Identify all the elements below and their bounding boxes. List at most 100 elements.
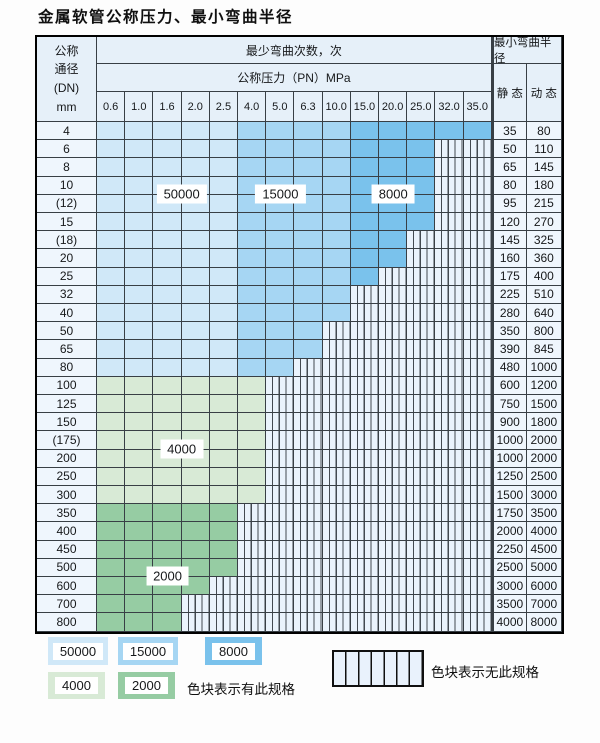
region-label-8000: 8000 (371, 184, 415, 204)
no-spec-cell (379, 595, 408, 614)
no-spec-cell (435, 449, 464, 468)
spec-cell (238, 249, 267, 268)
dn-header-line: mm (56, 99, 77, 114)
no-spec-cell (463, 431, 492, 450)
spec-cell (238, 322, 267, 341)
no-spec-cell (435, 577, 464, 596)
spec-cell (97, 231, 126, 250)
spec-cell (153, 213, 182, 232)
legend: 50000 15000 8000 4000 2000 色块表示有此规格 色块表示… (0, 635, 600, 743)
spec-cell (350, 249, 380, 268)
spec-cell (266, 340, 295, 359)
no-spec-cell (294, 395, 323, 414)
spec-cell (181, 285, 210, 305)
spec-cell (97, 504, 126, 523)
static-radius-cell: 3500 (491, 595, 527, 614)
spec-cell (294, 122, 323, 141)
no-spec-cell (294, 613, 323, 632)
dn-cell: 200 (37, 449, 97, 468)
spec-cell (209, 504, 239, 523)
dynamic-radius-cell: 1200 (526, 376, 562, 396)
spec-cell (322, 176, 351, 195)
no-spec-cell (379, 613, 408, 632)
dn-cell: 6 (37, 140, 97, 159)
no-spec-cell (435, 340, 464, 359)
no-spec-cell (407, 522, 436, 541)
no-spec-cell (350, 358, 380, 377)
no-spec-cell (379, 577, 408, 596)
spec-cell (97, 522, 126, 541)
static-radius-cell: 1750 (491, 504, 527, 523)
spec-cell (209, 486, 239, 505)
spec-cell (266, 358, 295, 377)
no-spec-cell (463, 449, 492, 468)
no-spec-cell (350, 340, 380, 359)
spec-cell (238, 413, 267, 432)
spec-cell (153, 231, 182, 250)
spec-cell (294, 340, 323, 359)
dn-cell: 8 (37, 158, 97, 177)
no-spec-cell (463, 558, 492, 578)
no-spec-cell (379, 486, 408, 505)
no-spec-cell (294, 504, 323, 523)
spec-cell (153, 486, 182, 505)
has-spec-note: 色块表示有此规格 (187, 682, 295, 697)
spec-cell (238, 231, 267, 250)
pressure-value-header: 35.0 (463, 92, 492, 122)
spec-cell (181, 267, 210, 286)
spec-cell (294, 267, 323, 286)
spec-cell (379, 122, 408, 141)
no-spec-cell (435, 249, 464, 268)
pressure-value-header: 4.0 (238, 92, 267, 122)
dn-cell: 800 (37, 613, 97, 632)
no-spec-cell (463, 213, 492, 232)
no-spec-cell (435, 540, 464, 559)
spec-cell (125, 540, 154, 559)
no-spec-cell (407, 358, 436, 377)
spec-cell (407, 122, 436, 141)
static-radius-cell: 35 (491, 122, 527, 141)
legend-swatch-8000: 8000 (205, 637, 262, 665)
spec-cell (125, 140, 154, 159)
spec-cell (238, 376, 267, 396)
no-spec-cell (350, 504, 380, 523)
no-spec-cell (294, 577, 323, 596)
spec-cell (322, 213, 351, 232)
no-spec-note: 色块表示无此规格 (431, 665, 539, 680)
no-spec-cell (322, 376, 351, 396)
static-radius-cell: 1250 (491, 467, 527, 487)
no-spec-cell (379, 376, 408, 396)
spec-cell (294, 249, 323, 268)
no-spec-cell (407, 504, 436, 523)
no-spec-cell (294, 449, 323, 468)
no-spec-cell (379, 304, 408, 323)
no-spec-cell (463, 577, 492, 596)
region-label-2000: 2000 (146, 566, 189, 586)
dn-header-line: 公称 (54, 43, 79, 58)
spec-cell (238, 431, 267, 450)
spec-cell (238, 158, 267, 177)
dn-cell: (18) (37, 231, 97, 250)
no-spec-cell (350, 595, 380, 614)
spec-cell (209, 176, 239, 195)
spec-cell (322, 231, 351, 250)
spec-cell (125, 358, 154, 377)
no-spec-cell (463, 304, 492, 323)
no-spec-cell (463, 322, 492, 341)
spec-cell (125, 613, 154, 632)
spec-cell (153, 249, 182, 268)
dn-cell: 600 (37, 577, 97, 596)
spec-cell (97, 376, 126, 396)
no-spec-cell (379, 522, 408, 541)
spec-cell (153, 395, 182, 414)
spec-cell (209, 249, 239, 268)
spec-cell (209, 467, 239, 487)
no-spec-cell (266, 449, 295, 468)
no-spec-cell (435, 176, 464, 195)
no-spec-cell (322, 613, 351, 632)
static-radius-cell: 750 (491, 395, 527, 414)
static-column-header: 静 态 (491, 64, 527, 122)
spec-cell (266, 267, 295, 286)
spec-cell (209, 140, 239, 159)
spec-cell (181, 540, 210, 559)
